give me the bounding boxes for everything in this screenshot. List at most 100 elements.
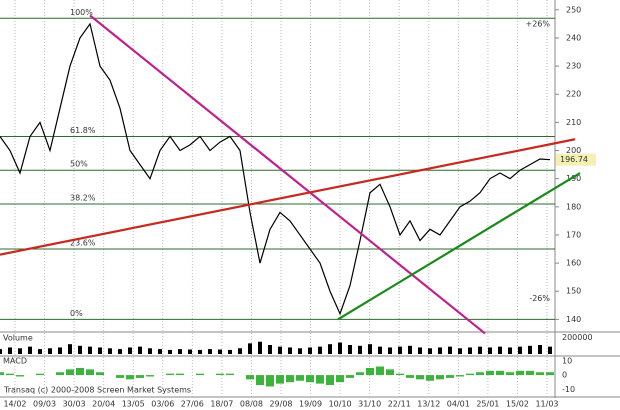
macd-bar <box>166 373 174 376</box>
macd-bar <box>406 375 414 378</box>
macd-bar <box>56 372 64 376</box>
volume-bar <box>8 347 12 354</box>
y-tick-label: 190 <box>566 174 581 183</box>
volume-bar <box>118 349 122 354</box>
macd-bar <box>356 372 364 376</box>
macd-bar <box>306 375 314 383</box>
volume-bar <box>98 347 102 354</box>
volume-bar <box>108 348 112 354</box>
y-tick-label: 250 <box>566 5 581 14</box>
x-tick-label: 09/03 <box>33 400 56 409</box>
y-tick-label: -10 <box>562 385 575 394</box>
volume-bar <box>238 348 242 354</box>
macd-bar <box>216 373 224 376</box>
volume-bar <box>338 342 342 354</box>
volume-bar <box>18 348 22 354</box>
x-tick-label: 29/08 <box>269 400 292 409</box>
volume-bar <box>278 346 282 354</box>
volume-bar <box>498 346 502 354</box>
y-tick-label: 160 <box>566 259 581 268</box>
volume-bar <box>48 348 52 354</box>
macd-bar <box>396 373 404 376</box>
macd-bar <box>466 373 474 376</box>
volume-bar <box>448 346 452 354</box>
macd-bar <box>296 375 304 381</box>
trendline <box>89 14 486 335</box>
macd-bar <box>96 372 104 376</box>
macd-bar <box>266 375 274 387</box>
x-tick-label: 15/02 <box>506 400 529 409</box>
y-tick-label: 10 <box>562 356 572 365</box>
macd-bar <box>86 369 94 376</box>
volume-bar <box>28 346 32 354</box>
macd-bar <box>116 375 124 378</box>
macd-bar <box>16 375 24 377</box>
macd-bar <box>326 375 334 386</box>
volume-bar <box>538 345 542 354</box>
fib-label: 23.6% <box>70 239 96 248</box>
x-tick-label: 13/12 <box>417 400 440 409</box>
panel-label: MACD <box>3 357 27 366</box>
volume-bar <box>138 346 142 354</box>
y-tick-label: 140 <box>566 315 581 324</box>
volume-bar <box>128 347 132 354</box>
volume-bar <box>348 345 352 354</box>
volume-bar <box>508 347 512 354</box>
fib-label: 61.8% <box>70 126 96 135</box>
y-tick-label: 200000 <box>562 333 593 342</box>
x-tick-label: 03/06 <box>151 400 174 409</box>
macd-bar <box>0 372 4 376</box>
volume-bar <box>58 347 62 354</box>
volume-bar <box>378 346 382 354</box>
footer: Transaq (c) 2000-2008 Screen Market Syst… <box>3 386 191 395</box>
y-tick-label: 0 <box>562 371 567 380</box>
fib-label: 100% <box>70 8 93 17</box>
volume-bar <box>88 346 92 354</box>
macd-bar <box>366 367 374 376</box>
volume-bar <box>468 347 472 354</box>
macd-bar <box>316 375 324 384</box>
x-tick-label: 19/09 <box>299 400 322 409</box>
macd-bar <box>436 375 444 380</box>
volume-bar <box>358 345 362 354</box>
macd-bar <box>276 375 284 384</box>
y-tick-label: 170 <box>566 230 581 239</box>
volume-bar <box>288 347 292 354</box>
macd-bar <box>486 370 494 376</box>
macd-bar <box>176 373 184 376</box>
x-tick-label: 04/01 <box>447 400 470 409</box>
macd-bar <box>66 369 74 376</box>
volume-bar <box>518 346 522 354</box>
volume-bar <box>148 348 152 354</box>
macd-bar <box>136 375 144 378</box>
macd-bar <box>506 372 514 376</box>
x-tick-label: 20/04 <box>92 400 115 409</box>
price-line <box>0 22 551 316</box>
macd-bar <box>426 375 434 381</box>
x-tick-label: 14/02 <box>3 400 26 409</box>
x-tick-label: 30/03 <box>63 400 86 409</box>
macd-bar <box>146 375 154 377</box>
macd-bar <box>446 375 454 378</box>
volume-bar <box>428 348 432 354</box>
panel-label: Volume <box>3 334 33 343</box>
volume-bar <box>418 347 422 354</box>
y-tick-label: 230 <box>566 62 581 71</box>
volume-bar <box>488 347 492 354</box>
volume-bar <box>0 349 2 354</box>
volume-bar <box>188 349 192 354</box>
macd-bar <box>516 370 524 376</box>
macd-bar <box>416 375 424 380</box>
x-tick-label: 08/08 <box>240 400 263 409</box>
fib-label: 38.2% <box>70 193 96 202</box>
macd-bar <box>246 375 254 380</box>
macd-bar <box>346 375 354 378</box>
macd-bar <box>536 372 544 376</box>
fib-label: 50% <box>70 160 88 169</box>
volume-bar <box>368 344 372 354</box>
volume-bar <box>528 345 532 354</box>
y-tick-label: 150 <box>566 287 581 296</box>
fib-label: 0% <box>70 309 83 318</box>
